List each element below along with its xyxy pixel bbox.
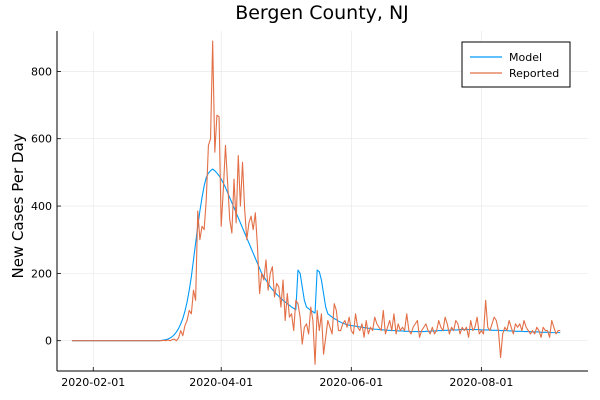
tick-labels: 2020-02-01 2020-04-01 2020-06-01 2020-08-01… <box>31 65 513 389</box>
y-tick-label: 0 <box>45 335 52 348</box>
y-tick-label: 400 <box>31 200 52 213</box>
y-tick-label: 800 <box>31 65 52 78</box>
legend: Model Reported <box>461 41 571 88</box>
chart-title: Bergen County, NJ <box>235 2 409 24</box>
legend-reported-label: Reported <box>509 67 559 80</box>
y-axis-label: New Cases Per Day <box>9 133 27 278</box>
y-tick-label: 600 <box>31 133 52 146</box>
series-line-reported <box>71 40 561 365</box>
x-tick-label: 2020-04-01 <box>189 376 253 389</box>
y-tick-label: 200 <box>31 267 52 280</box>
legend-model-label: Model <box>509 51 542 64</box>
x-tick-label: 2020-06-01 <box>319 376 383 389</box>
axes <box>56 31 588 372</box>
x-tick-label: 2020-08-01 <box>449 376 513 389</box>
series-layer <box>71 40 561 365</box>
legend-box <box>461 41 571 88</box>
x-tick-label: 2020-02-01 <box>61 376 125 389</box>
